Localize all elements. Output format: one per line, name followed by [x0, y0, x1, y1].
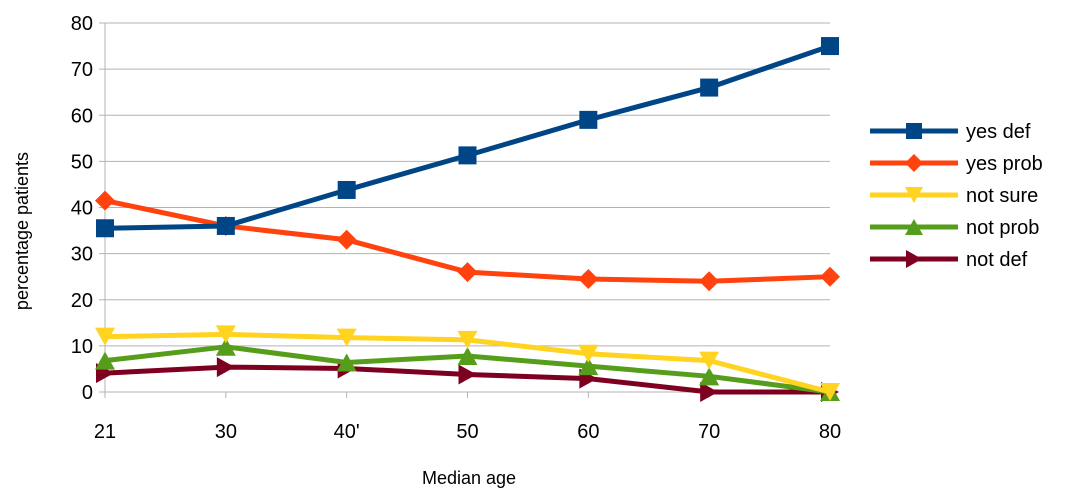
y-tick-label: 0: [82, 382, 93, 404]
gridlines: [105, 22, 830, 347]
data-point: [216, 216, 235, 235]
data-point: [457, 330, 478, 349]
y-tick-label: 50: [71, 151, 93, 173]
y-tick-label: 80: [71, 13, 93, 35]
legend-marker: [906, 123, 922, 139]
data-point: [457, 262, 478, 283]
data-point: [458, 364, 477, 385]
data-point: [820, 266, 840, 287]
legend-item: not prob: [870, 217, 1039, 239]
x-tick-label: 60: [577, 421, 599, 443]
legend-item: not sure: [870, 185, 1038, 207]
legend-item: yes prob: [870, 153, 1043, 175]
x-tick-label: 21: [94, 421, 116, 443]
legend-label: not sure: [966, 185, 1038, 207]
x-tick-label: 30: [215, 421, 237, 443]
legend-item: yes def: [870, 121, 1031, 143]
x-axis-title: Median age: [422, 468, 516, 488]
y-tick-label: 60: [71, 105, 93, 127]
data-point: [457, 347, 478, 366]
series-yes-prob: [95, 190, 840, 292]
legend-label: not prob: [966, 217, 1039, 239]
data-point: [95, 351, 115, 370]
y-tick-label: 20: [71, 290, 93, 312]
legend-marker: [906, 250, 922, 268]
data-point: [215, 337, 236, 356]
data-point: [96, 219, 114, 238]
data-point: [336, 353, 357, 372]
data-point: [579, 110, 598, 129]
data-point: [700, 382, 719, 402]
data-point: [578, 357, 599, 376]
data-point: [578, 344, 599, 363]
data-point: [337, 180, 356, 199]
data-point: [699, 351, 720, 370]
legend-marker: [905, 187, 923, 203]
series-not-prob: [95, 337, 840, 401]
series-not-def: [96, 357, 839, 402]
x-tick-label: 50: [456, 421, 478, 443]
data-point: [336, 328, 357, 347]
axes: 0 10 20 30 40 50 60 70 80 21 30 40' 50 60 70 80: [71, 13, 841, 443]
data-point: [700, 78, 719, 97]
data-point: [699, 367, 720, 386]
data-point: [578, 268, 599, 289]
data-point: [216, 357, 235, 378]
y-tick-label: 10: [71, 336, 93, 358]
data-point: [95, 190, 115, 211]
legend: yes def yes prob not sure not prob not def: [870, 121, 1043, 271]
series-yes-def: [96, 37, 839, 238]
data-point: [458, 146, 477, 165]
data-point: [95, 327, 115, 346]
series-line: [104, 43, 831, 231]
legend-item: not def: [870, 249, 1028, 271]
legend-label: yes prob: [966, 153, 1043, 175]
data-point: [820, 383, 840, 401]
series-lines: [95, 37, 840, 402]
x-tick-label: 80: [819, 421, 841, 443]
y-tick-label: 70: [71, 59, 93, 81]
legend-label: yes def: [966, 121, 1031, 143]
legend-marker: [905, 154, 923, 172]
x-tick-label: 40': [334, 421, 360, 443]
legend-label: not def: [966, 249, 1028, 271]
data-point: [699, 271, 720, 292]
data-point: [336, 229, 357, 250]
data-point: [821, 37, 839, 56]
y-tick-label: 40: [71, 198, 93, 220]
legend-marker: [905, 219, 923, 235]
y-axis-title: percentage patients: [12, 152, 32, 310]
series-not-sure: [95, 325, 840, 401]
data-point: [215, 325, 236, 344]
x-tick-label: 70: [698, 421, 720, 443]
y-tick-label: 30: [71, 244, 93, 266]
